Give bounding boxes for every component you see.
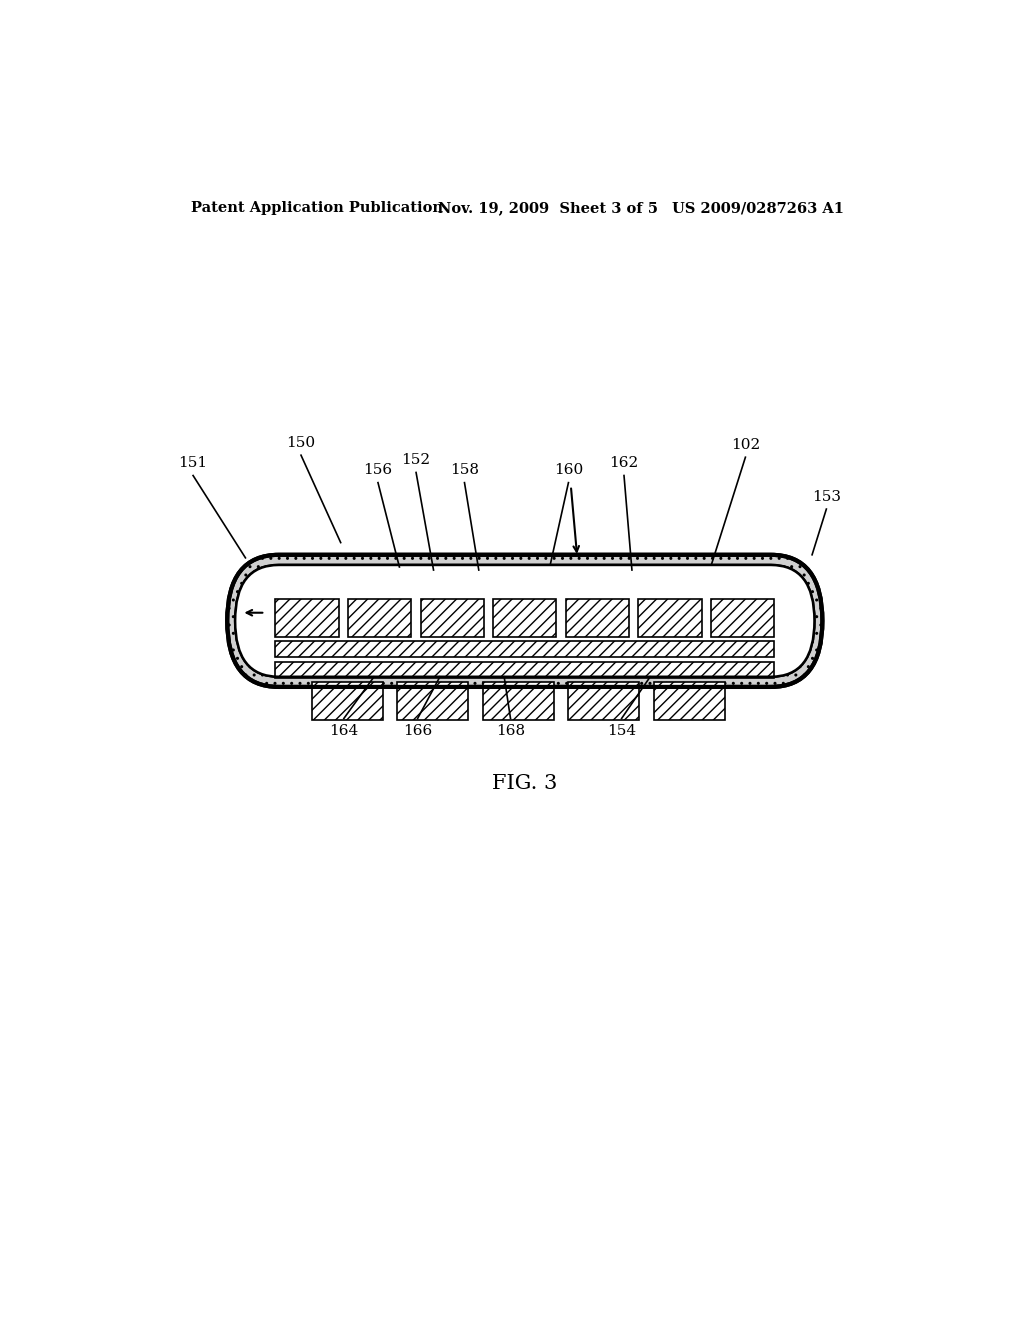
- Text: US 2009/0287263 A1: US 2009/0287263 A1: [672, 201, 844, 215]
- Bar: [397, 682, 468, 721]
- Bar: [482, 682, 554, 721]
- Text: 162: 162: [609, 457, 639, 470]
- Bar: [566, 598, 629, 638]
- Text: FIG. 3: FIG. 3: [493, 774, 557, 793]
- Text: 153: 153: [812, 490, 841, 504]
- Bar: [494, 598, 556, 638]
- Bar: [653, 682, 725, 721]
- Text: 154: 154: [607, 723, 636, 738]
- Text: 156: 156: [364, 463, 392, 478]
- FancyBboxPatch shape: [227, 554, 822, 686]
- Text: Patent Application Publication: Patent Application Publication: [191, 201, 443, 215]
- Text: 102: 102: [731, 438, 760, 451]
- Bar: [711, 598, 774, 638]
- Bar: [275, 642, 774, 657]
- Bar: [348, 598, 411, 638]
- FancyBboxPatch shape: [236, 565, 814, 677]
- Bar: [275, 661, 774, 677]
- Text: 158: 158: [450, 463, 479, 478]
- Text: 150: 150: [287, 436, 315, 450]
- Text: 151: 151: [178, 457, 208, 470]
- Text: Nov. 19, 2009  Sheet 3 of 5: Nov. 19, 2009 Sheet 3 of 5: [437, 201, 657, 215]
- Bar: [639, 598, 701, 638]
- Text: 164: 164: [330, 723, 358, 738]
- FancyBboxPatch shape: [236, 565, 814, 677]
- Text: 168: 168: [496, 723, 525, 738]
- Bar: [311, 682, 383, 721]
- Bar: [275, 598, 339, 638]
- Bar: [568, 682, 639, 721]
- Bar: [421, 598, 483, 638]
- Text: 166: 166: [403, 723, 432, 738]
- Text: 152: 152: [401, 453, 431, 467]
- Text: 160: 160: [554, 463, 583, 478]
